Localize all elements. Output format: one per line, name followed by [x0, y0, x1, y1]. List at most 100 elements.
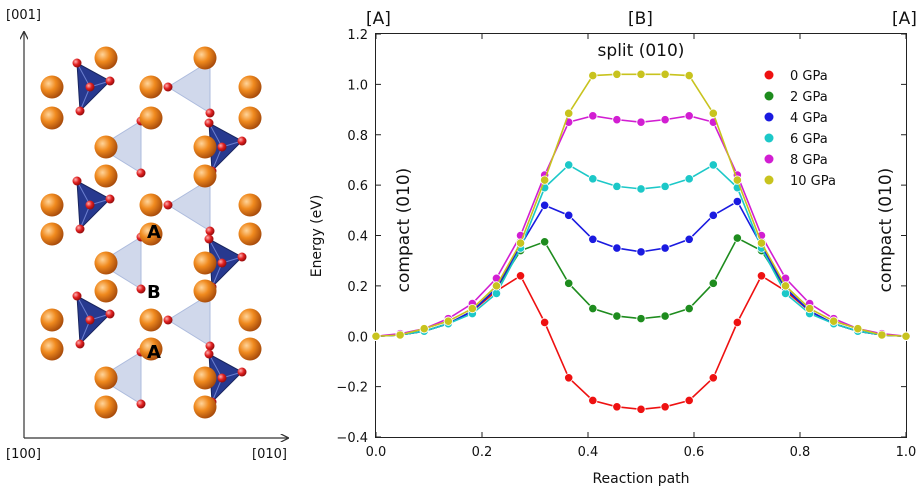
legend-label: 4 GPa [790, 111, 828, 126]
annotation-compact-left: compact (010) [394, 168, 414, 293]
legend-item: 6 GPa [764, 132, 828, 147]
bond [76, 295, 91, 321]
cation-atom [238, 193, 262, 217]
top-label-a-right: [A] [892, 9, 917, 29]
data-point [612, 311, 622, 321]
legend-marker [764, 133, 774, 143]
oxygen-atom [72, 58, 82, 68]
cation-atom [94, 164, 118, 188]
y-tick-label: −0.2 [336, 381, 368, 396]
data-point [756, 271, 767, 281]
data-point [540, 200, 550, 210]
data-point [540, 175, 550, 185]
data-point [780, 288, 791, 299]
tetrahedron-light [167, 178, 211, 232]
x-tick-label: 0.0 [366, 445, 387, 460]
oxygen-atom [204, 118, 214, 128]
axis-ticks: 0.0 0.2 0.4 0.6 0.8 1.0 −0.4 −0.2 0.0 0.2 0.4 0.6 0.… [336, 28, 916, 460]
y-tick-label: 1.2 [347, 28, 368, 43]
data-point [515, 271, 526, 281]
site-label-a-upper: A [147, 222, 161, 243]
bond [208, 353, 223, 379]
site-label-b: B [147, 282, 161, 303]
data-point [515, 238, 526, 248]
data-point [636, 247, 646, 257]
data-point [612, 69, 622, 79]
legend-marker [764, 154, 774, 164]
data-point [612, 181, 622, 191]
series-8-gpa [371, 111, 911, 341]
crystal-structure-panel: [001] [100] [010] A B A [6, 8, 288, 462]
energy-chart: 0.0 0.2 0.4 0.6 0.8 1.0 −0.4 −0.2 0.0 0.2 0.4 0.6 0.… [309, 9, 917, 487]
annotation-split: split (010) [598, 41, 685, 61]
data-point [756, 238, 767, 248]
data-point [684, 234, 694, 244]
y-tick-label: 1.0 [347, 78, 368, 93]
data-point [491, 281, 502, 291]
oxygen-atom [204, 234, 214, 244]
data-point [877, 330, 887, 340]
data-point [564, 160, 574, 170]
cation-atom [40, 337, 64, 361]
tetrahedron-light [98, 351, 142, 405]
cation-atom [238, 75, 262, 99]
top-label-a-left: [A] [366, 9, 391, 29]
series-10-gpa [371, 69, 911, 341]
data-point [588, 234, 598, 244]
oxygen-atom [75, 106, 85, 116]
data-point [636, 314, 646, 324]
cation-atom [40, 106, 64, 130]
data-point [395, 330, 405, 340]
data-point [636, 404, 646, 414]
legend-marker [764, 70, 774, 80]
cation-atom [139, 308, 163, 332]
data-point [564, 108, 574, 118]
data-point [588, 70, 598, 81]
data-point [684, 174, 694, 184]
x-tick-label: 0.4 [578, 445, 599, 460]
series-layer [371, 69, 911, 414]
axis-label-100: [100] [6, 447, 41, 462]
oxygen-atom [163, 82, 173, 92]
data-point [588, 111, 598, 121]
oxygen-atom [217, 142, 227, 152]
data-point [660, 243, 670, 253]
cation-atom [193, 395, 217, 419]
data-point [829, 316, 839, 326]
data-point [708, 210, 718, 220]
oxygen-atom [136, 399, 146, 409]
oxygen-atom [205, 341, 215, 351]
data-point [588, 395, 598, 406]
legend-marker [764, 175, 774, 185]
cation-atom [139, 222, 163, 246]
bond [208, 122, 223, 148]
data-point [732, 175, 742, 185]
oxygen-atom [72, 176, 82, 186]
data-point [540, 237, 550, 247]
oxygen-atom [105, 309, 115, 319]
cation-atom [139, 193, 163, 217]
cation-atom [94, 366, 118, 390]
oxygen-atom [237, 367, 247, 377]
data-point [708, 373, 718, 383]
legend-item: 2 GPa [764, 90, 828, 105]
oxygen-atom [75, 339, 85, 349]
cation-atom [94, 46, 118, 70]
data-point [660, 115, 670, 125]
axis-label-010: [010] [252, 447, 287, 462]
top-label-b: [B] [628, 9, 653, 29]
data-point [708, 108, 718, 118]
cation-atom [40, 193, 64, 217]
oxygen-atom [85, 315, 95, 325]
y-tick-label: −0.4 [336, 431, 368, 446]
oxygen-atom [237, 136, 247, 146]
data-point [467, 303, 477, 314]
series-line [375, 274, 907, 411]
data-point [612, 115, 622, 125]
data-point [612, 402, 622, 412]
legend-marker [764, 112, 774, 122]
cation-atom [139, 75, 163, 99]
oxygen-atom [237, 252, 247, 262]
tetrahedron-light [167, 293, 211, 347]
